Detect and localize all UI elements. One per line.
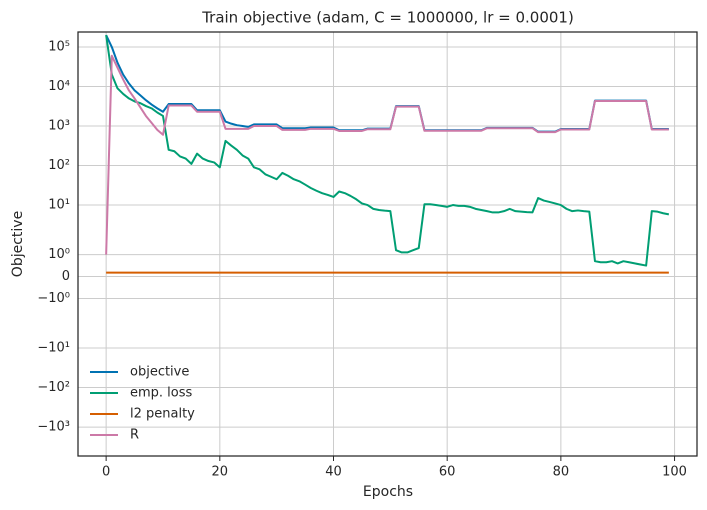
x-tick-label: 40 xyxy=(325,465,342,480)
x-tick-label: 0 xyxy=(102,465,110,480)
y-tick-label: −10³ xyxy=(37,420,70,435)
x-tick-label: 80 xyxy=(553,465,570,480)
y-axis-label: Objective xyxy=(10,211,26,277)
y-tick-label: −10² xyxy=(37,380,70,395)
x-tick-label: 20 xyxy=(212,465,229,480)
x-tick-label: 100 xyxy=(662,465,687,480)
series-line xyxy=(105,34,670,267)
y-tick-label: 10³ xyxy=(48,119,70,134)
plot-frame xyxy=(77,31,698,457)
legend-label: emp. loss xyxy=(130,386,193,401)
y-tick-label: −10¹ xyxy=(37,341,70,356)
x-axis-label: Epochs xyxy=(363,484,413,500)
y-tick-label: −10⁰ xyxy=(37,291,70,306)
y-tick-label: 10² xyxy=(48,158,70,173)
legend-label: l2 penalty xyxy=(130,407,195,422)
legend-label: objective xyxy=(130,365,189,380)
y-tick-label: 10⁵ xyxy=(48,40,70,55)
series-line xyxy=(105,54,669,255)
chart-title: Train objective (adam, C = 1000000, lr =… xyxy=(201,9,574,27)
y-tick-label: 10⁴ xyxy=(48,79,70,94)
y-tick-label: 10¹ xyxy=(48,198,70,213)
y-tick-label: 10⁰ xyxy=(48,247,70,262)
legend-label: R xyxy=(130,428,139,443)
x-tick-label: 60 xyxy=(439,465,456,480)
y-tick-label: 0 xyxy=(62,269,70,284)
